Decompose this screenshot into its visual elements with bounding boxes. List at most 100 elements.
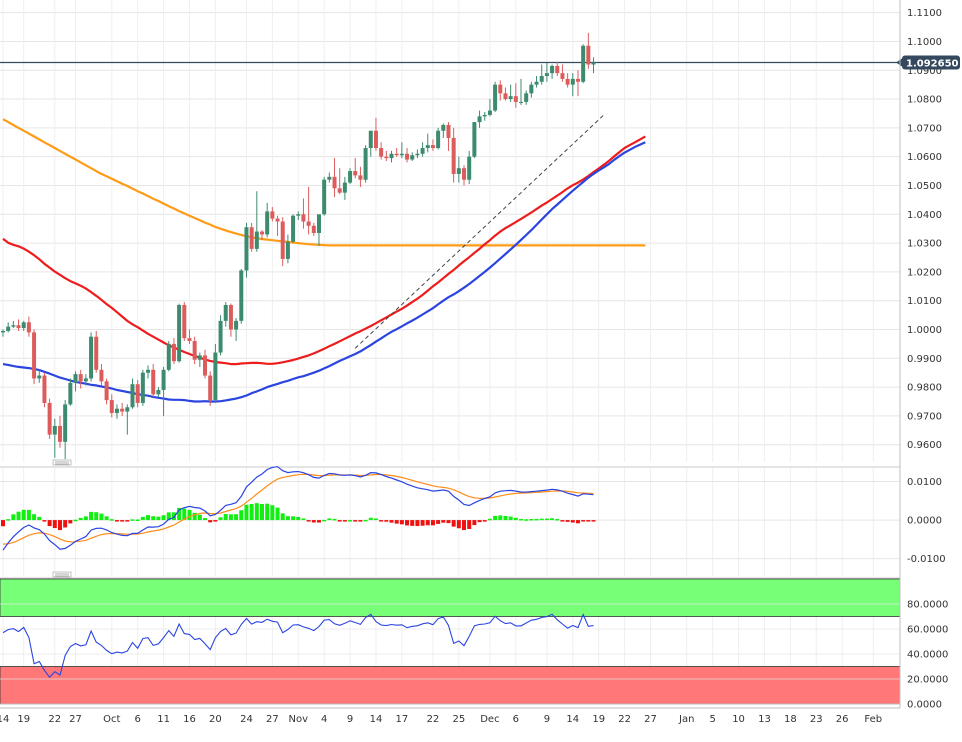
bullish-candle	[519, 78, 523, 105]
macd-histogram-bar	[368, 517, 373, 521]
macd-histogram-bar	[16, 511, 21, 521]
bullish-candle	[296, 211, 301, 221]
macd-histogram-bar	[151, 516, 156, 521]
price-tick-label: 1.0500	[907, 181, 942, 192]
macd-histogram-bar	[544, 518, 549, 521]
macd-histogram-bar	[73, 519, 78, 522]
macd-signal-line	[2, 473, 594, 545]
bearish-candle	[379, 142, 384, 160]
macd-histogram-bar	[26, 509, 31, 521]
panel-resize-handle-2[interactable]	[52, 571, 72, 578]
macd-tick-label: 0.0100	[907, 477, 942, 488]
macd-histogram-bar	[477, 520, 482, 523]
candle-body	[503, 93, 508, 100]
candle-body	[249, 227, 254, 249]
candle-body	[130, 384, 135, 408]
time-tick-label: 20	[209, 714, 222, 725]
macd-axis: 0.0100 0.0000 -0.0100	[907, 477, 946, 565]
candle-body	[430, 145, 435, 149]
bullish-candle	[410, 152, 415, 161]
candle-body	[146, 369, 151, 373]
sma-slow-line	[2, 118, 646, 247]
candle-body	[301, 214, 306, 222]
bearish-candle	[560, 64, 565, 82]
time-tick-label: 16	[183, 714, 196, 725]
macd-histogram-bar	[394, 520, 399, 524]
macd-histogram-bar	[280, 513, 285, 521]
macd-histogram-bar	[301, 518, 306, 521]
macd-histogram-bar	[482, 520, 487, 522]
bullish-candle	[254, 191, 259, 252]
time-tick-label: 18	[784, 714, 797, 725]
bearish-candle	[26, 316, 31, 337]
macd-histogram-bar	[498, 515, 503, 521]
bearish-candle	[405, 148, 410, 163]
time-tick-label: 14	[0, 714, 9, 725]
macd-histogram-bar	[21, 509, 26, 521]
bearish-candle	[249, 222, 254, 252]
macd-histogram-bar	[94, 512, 99, 521]
price-tick-label: 1.0800	[907, 95, 942, 106]
time-tick-label: 9	[544, 714, 550, 725]
candle-body	[508, 96, 513, 100]
macd-histogram-bar	[446, 520, 451, 524]
candle-body	[187, 338, 192, 342]
time-tick-label: 14	[370, 714, 383, 725]
bearish-candle	[135, 379, 140, 408]
candle-body	[197, 355, 202, 360]
macd-histogram-bar	[166, 512, 171, 521]
bearish-candle	[280, 217, 285, 267]
bullish-candle	[177, 303, 182, 363]
bullish-candle	[197, 352, 202, 367]
bullish-candle	[1, 329, 5, 337]
bullish-candle	[420, 142, 425, 157]
candle-body	[270, 211, 275, 219]
bearish-candle	[57, 415, 62, 448]
candle-body	[405, 153, 410, 160]
candle-body	[171, 343, 176, 362]
macd-histogram-bar	[529, 518, 534, 521]
bearish-candle	[353, 158, 358, 179]
macd-histogram-bar	[275, 507, 280, 521]
bearish-candle	[78, 369, 83, 389]
macd-histogram-bar	[244, 504, 249, 521]
bullish-candle	[146, 365, 151, 379]
price-tick-label: 0.9600	[907, 440, 942, 451]
macd-histogram-bar	[363, 519, 368, 522]
macd-histogram-bar	[441, 520, 446, 523]
price-tick-label: 0.9900	[907, 354, 942, 365]
time-tick-label: Oct	[103, 714, 120, 725]
rsi-line-path	[2, 613, 594, 679]
rsi-gridlines	[0, 603, 900, 705]
macd-histogram-bar	[462, 520, 467, 531]
bullish-candle	[218, 315, 223, 356]
price-tick-label: 1.0600	[907, 152, 942, 163]
rsi-panel: 80.0000 60.0000 40.0000 20.0000 0.0000	[0, 578, 948, 711]
sma-mid-line	[2, 135, 646, 366]
candle-body	[151, 369, 156, 395]
macd-histogram-bar	[353, 520, 358, 522]
candle-body	[218, 320, 223, 353]
candle-body	[493, 84, 498, 111]
bullish-candle	[415, 149, 420, 159]
bullish-candle	[524, 90, 529, 105]
macd-histogram-bar	[234, 514, 239, 521]
bearish-candle	[120, 402, 125, 416]
macd-histogram-bar	[265, 503, 270, 521]
bearish-candle	[301, 198, 306, 229]
candle-body	[182, 305, 187, 339]
price-axis: 1.1100 1.1000 1.0900 1.0800 1.0700 1.0600 1.05…	[907, 8, 942, 451]
candle-body	[63, 404, 68, 442]
macd-histogram-bar	[472, 520, 477, 526]
candle-body	[487, 110, 492, 115]
candle-body	[544, 73, 549, 77]
panel-resize-handle-1[interactable]	[52, 459, 72, 466]
macd-histogram-bar	[239, 510, 244, 521]
price-gridlines	[0, 0, 900, 704]
bullish-candle	[508, 84, 513, 102]
bullish-candle	[125, 404, 130, 435]
bearish-candle	[151, 364, 156, 398]
bullish-candle	[581, 44, 586, 84]
bearish-candle	[462, 165, 467, 186]
bearish-candle	[446, 122, 451, 151]
